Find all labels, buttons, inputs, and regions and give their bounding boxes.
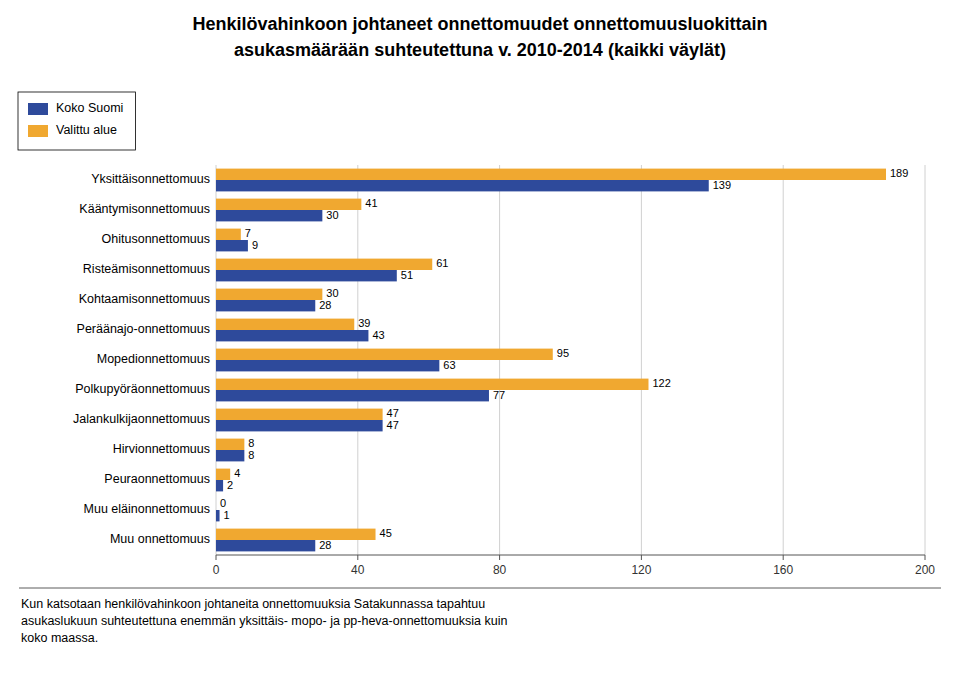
bar — [216, 510, 220, 521]
data-label: 139 — [713, 179, 731, 191]
bar — [216, 379, 648, 390]
data-label: 0 — [220, 497, 226, 509]
data-label: 45 — [380, 527, 392, 539]
tick-mark — [783, 555, 784, 560]
tick-label: 40 — [351, 563, 365, 577]
tick-label: 0 — [213, 563, 220, 577]
data-label: 61 — [436, 257, 448, 269]
legend-swatch — [28, 125, 48, 137]
bar — [216, 210, 322, 221]
annotation-line: koko maassa. — [21, 631, 98, 645]
category-label: Ohitusonnettomuus — [102, 232, 210, 246]
data-label: 30 — [326, 287, 338, 299]
bar — [216, 229, 241, 240]
bar — [216, 300, 315, 311]
bar — [216, 420, 383, 431]
data-label: 7 — [245, 227, 251, 239]
legend-swatch — [28, 103, 48, 115]
grid-line — [783, 165, 784, 555]
bar — [216, 540, 315, 551]
bar — [216, 450, 244, 461]
tick-label: 80 — [493, 563, 507, 577]
tick-label: 120 — [631, 563, 651, 577]
category-label: Polkupyöräonnettomuus — [75, 382, 210, 396]
category-label: Peräänajo-onnettomuus — [77, 322, 210, 336]
tick-mark — [499, 555, 500, 560]
bar — [216, 169, 886, 180]
data-label: 77 — [493, 389, 505, 401]
bar — [216, 289, 322, 300]
category-label: Kohtaamisonnettomuus — [79, 292, 210, 306]
category-label: Mopedionnettomuus — [97, 352, 210, 366]
data-label: 51 — [401, 269, 413, 281]
legend-label: Koko Suomi — [56, 101, 123, 115]
category-label: Yksittäisonnettomuus — [91, 172, 210, 186]
grid-line — [641, 165, 642, 555]
bar — [216, 270, 397, 281]
data-label: 41 — [365, 197, 377, 209]
footer-separator — [19, 588, 941, 589]
data-label: 28 — [319, 299, 331, 311]
data-label: 30 — [326, 209, 338, 221]
bar — [216, 330, 368, 341]
bar — [216, 529, 376, 540]
bar — [216, 180, 709, 191]
bars — [216, 169, 886, 552]
title: Henkilövahinkoon johtaneet onnettomuudet… — [193, 14, 768, 34]
tick-label: 200 — [915, 563, 935, 577]
data-label: 8 — [248, 437, 254, 449]
category-label: Jalankulkijaonnettomuus — [73, 412, 210, 426]
category-label: Hirvionnettomuus — [113, 442, 210, 456]
annotation-line: Kun katsotaan henkilövahinkoon johtaneit… — [21, 597, 485, 611]
data-label: 28 — [319, 539, 331, 551]
tick-mark — [357, 555, 358, 560]
legend-label: Valittu alue — [56, 123, 117, 137]
data-label: 39 — [358, 317, 370, 329]
data-label: 8 — [248, 449, 254, 461]
bar — [216, 439, 244, 450]
category-label: Kääntymisonnettomuus — [79, 202, 210, 216]
data-label: 1 — [224, 509, 230, 521]
data-label: 122 — [652, 377, 670, 389]
chart: Henkilövahinkoon johtaneet onnettomuudet… — [0, 0, 960, 695]
bar — [216, 409, 383, 420]
grid — [216, 165, 925, 555]
data-label: 95 — [557, 347, 569, 359]
data-label: 2 — [227, 479, 233, 491]
bar — [216, 240, 248, 251]
data-label: 47 — [387, 419, 399, 431]
category-label: Muu eläinonnettomuus — [84, 502, 210, 516]
data-label: 43 — [372, 329, 384, 341]
tick-mark — [641, 555, 642, 560]
legend: Koko Suomi Valittu alue — [18, 92, 135, 150]
tick-mark — [925, 555, 926, 560]
annotation-line: asukaslukuun suhteutettuna enemmän yksit… — [21, 614, 507, 628]
data-label: 4 — [234, 467, 240, 479]
category-label: Muu onnettomuus — [110, 532, 210, 546]
bar — [216, 390, 489, 401]
x-axis-line — [216, 555, 925, 556]
annotation: Kun katsotaan henkilövahinkoon johtaneit… — [21, 597, 507, 645]
category-label: Peuraonnettomuus — [104, 472, 210, 486]
subtitle: asukasmäärään suhteutettuna v. 2010-2014… — [234, 40, 726, 60]
category-label: Risteämisonnettomuus — [83, 262, 210, 276]
tick-label: 160 — [773, 563, 793, 577]
data-label: 63 — [443, 359, 455, 371]
bar — [216, 199, 361, 210]
bar — [216, 349, 553, 360]
bar — [216, 480, 223, 491]
bar — [216, 499, 217, 510]
data-label: 9 — [252, 239, 258, 251]
data-label: 189 — [890, 167, 908, 179]
bar — [216, 319, 354, 330]
bar — [216, 360, 439, 371]
legend-box — [18, 92, 135, 150]
data-label: 47 — [387, 407, 399, 419]
tick-mark — [216, 555, 217, 560]
data-labels: 1894176130399512247840451393095128436377… — [220, 167, 908, 550]
grid-line — [925, 165, 926, 555]
